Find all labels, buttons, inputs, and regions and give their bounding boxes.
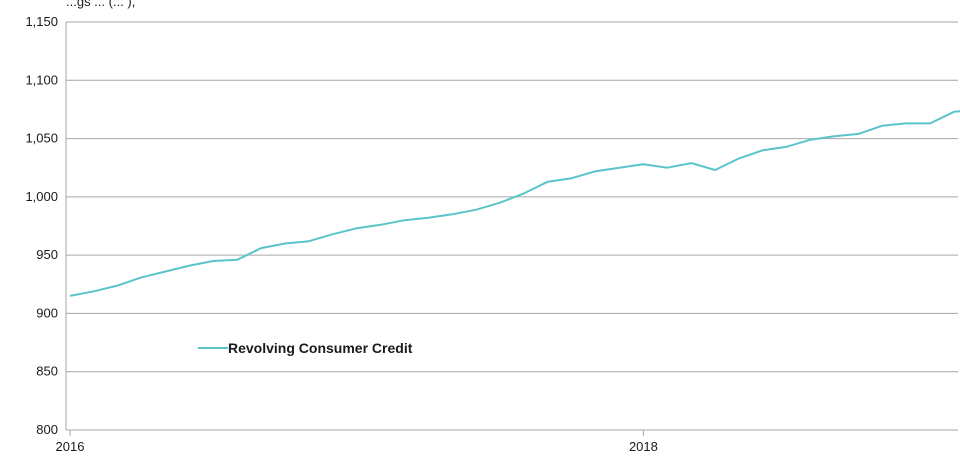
x-tick-label: 2016 bbox=[56, 439, 85, 454]
y-tick-label: 1,000 bbox=[25, 189, 58, 204]
legend-label: Revolving Consumer Credit bbox=[228, 340, 413, 356]
gridlines bbox=[65, 21, 958, 431]
x-axis-tick-labels: 2016201820202022 bbox=[56, 430, 658, 454]
legend: Revolving Consumer Credit bbox=[198, 340, 413, 356]
x-tick-label: 2018 bbox=[629, 439, 658, 454]
y-tick-label: 850 bbox=[36, 364, 58, 379]
y-axis-tick-labels: 800 850 900 950 1,000 1,050 1,100 1,150 bbox=[25, 14, 58, 437]
y-tick-label: 900 bbox=[36, 305, 58, 320]
y-tick-label: 1,100 bbox=[25, 72, 58, 87]
series-line bbox=[69, 110, 960, 297]
series-lines bbox=[69, 110, 960, 297]
y-tick-label: 1,050 bbox=[25, 131, 58, 146]
chart-title-fragment: ...gs ... (... ), bbox=[66, 0, 135, 9]
y-tick-label: 800 bbox=[36, 422, 58, 437]
y-tick-label: 1,150 bbox=[25, 14, 58, 29]
y-tick-label: 950 bbox=[36, 247, 58, 262]
